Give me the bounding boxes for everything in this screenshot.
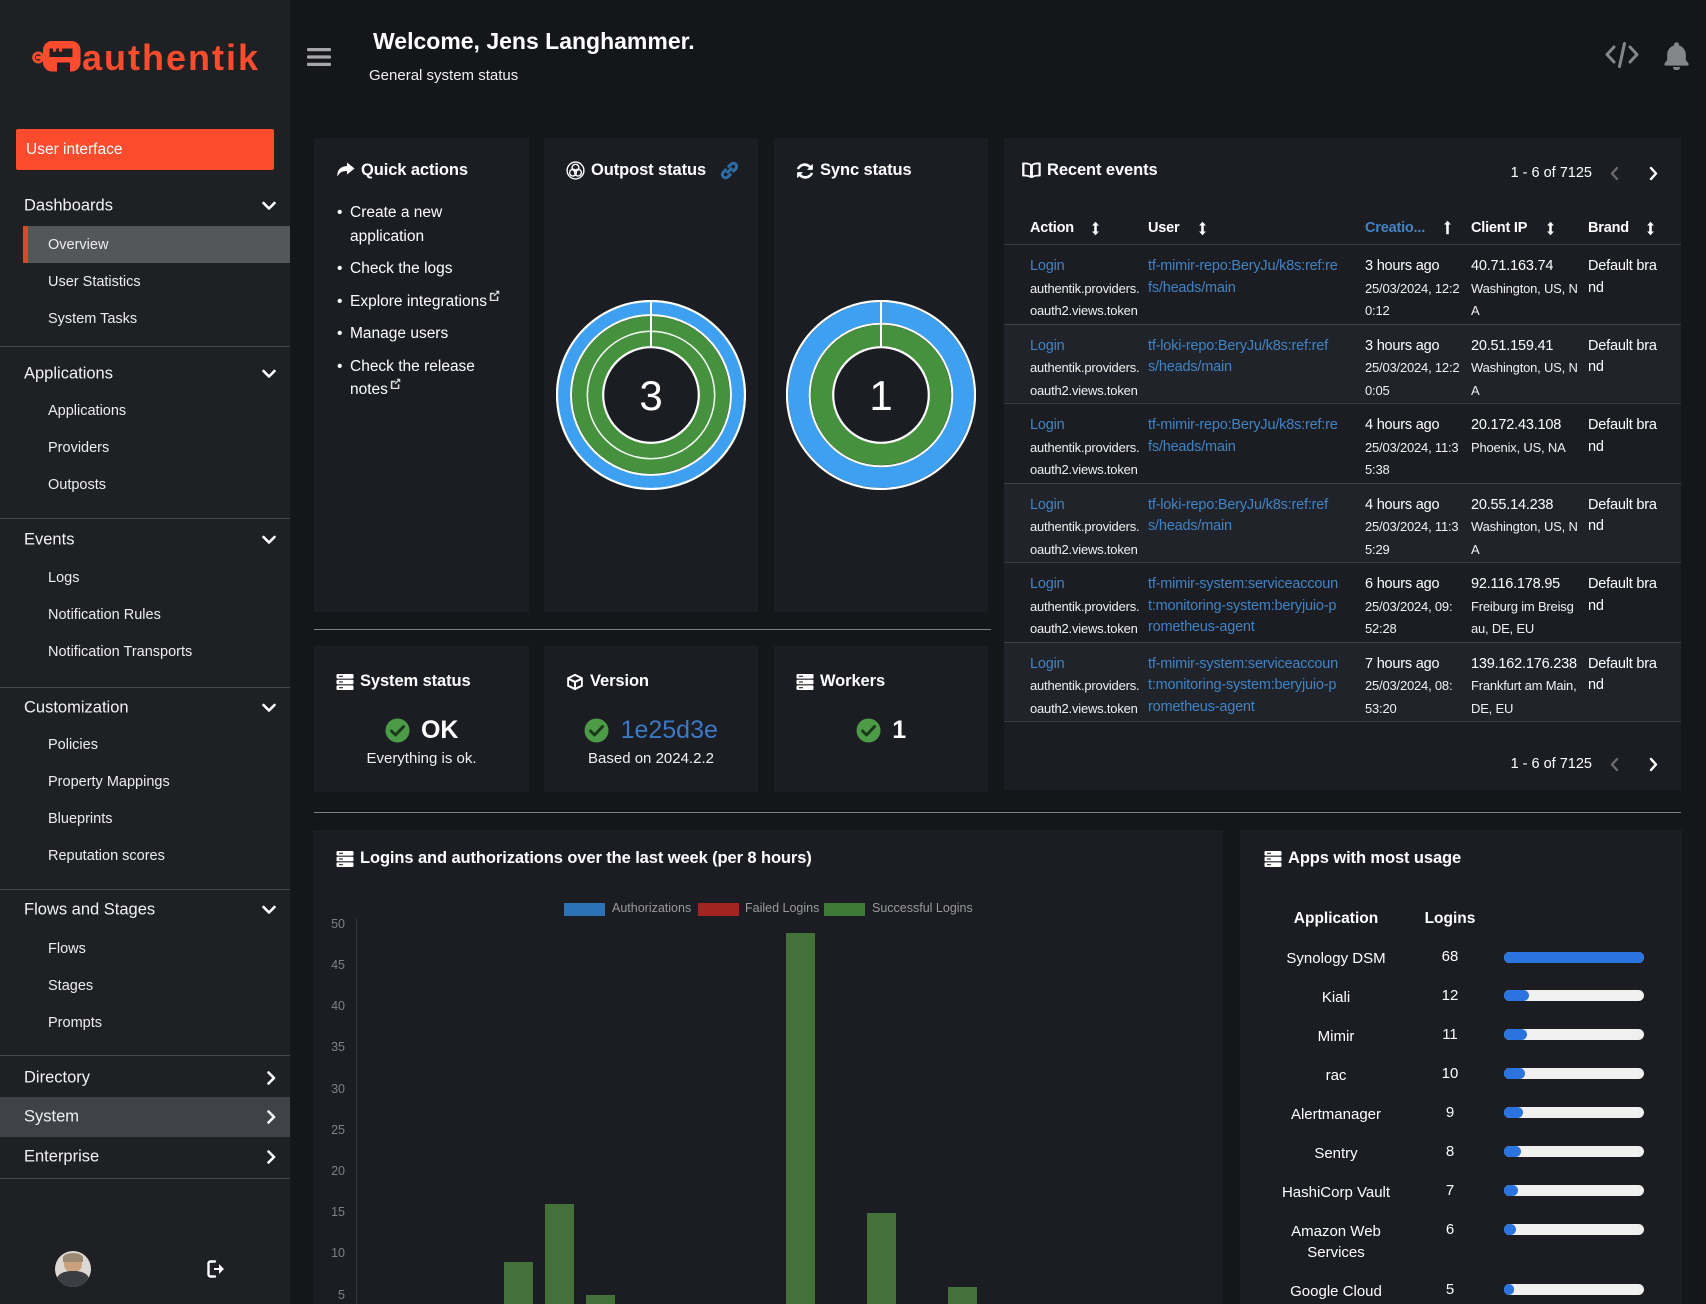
svg-text:authentik: authentik [82,37,260,78]
svg-text:3: 3 [639,372,662,419]
svg-text:1: 1 [869,372,892,419]
